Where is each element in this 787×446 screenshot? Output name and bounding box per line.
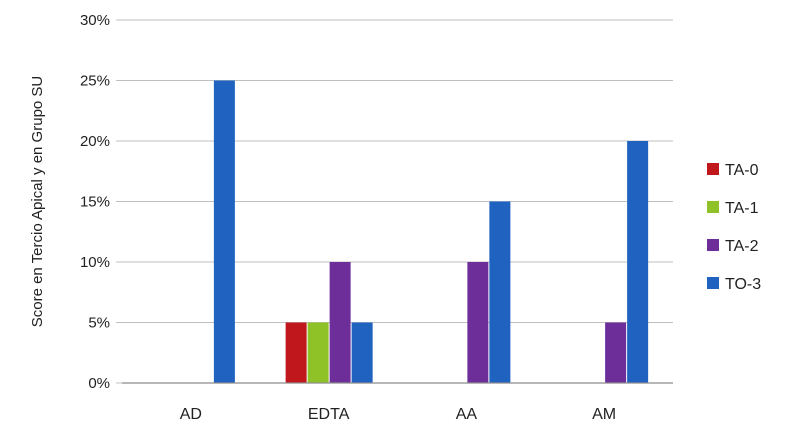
bar-to-3-am [627, 141, 649, 383]
bar-ta-0-edta [285, 322, 307, 383]
legend: TA-0 TA-1 TA-2 TO-3 [707, 162, 761, 293]
y-tick-label: 10% [80, 254, 110, 271]
y-tick-label: 30% [80, 12, 110, 29]
x-tick-label: AD [180, 406, 202, 423]
bar-ta-2-aa [467, 262, 489, 383]
legend-swatch [707, 239, 719, 251]
legend-label: TO-3 [725, 276, 761, 293]
bar-ta-2-edta [329, 262, 351, 383]
y-axis-ticks: 0% 5% 10% 15% 20% 25% 30% [80, 12, 110, 392]
legend-label: TA-0 [725, 162, 759, 179]
legend-swatch [707, 277, 719, 289]
legend-swatch [707, 201, 719, 213]
bar-to-3-aa [489, 201, 511, 383]
bar-ta-2-am [605, 322, 627, 383]
bar-to-3-edta [351, 322, 373, 383]
legend-label: TA-1 [725, 200, 759, 217]
gridlines [116, 19, 673, 384]
x-tick-label: AA [456, 406, 478, 423]
x-tick-label: EDTA [308, 406, 350, 423]
y-tick-label: 15% [80, 194, 110, 211]
legend-label: TA-2 [725, 238, 759, 255]
y-axis-label: Score en Tercio Apical y en Grupo SU [29, 76, 46, 328]
y-tick-label: 20% [80, 133, 110, 150]
y-tick-label: 0% [88, 375, 110, 392]
bars [213, 80, 649, 383]
x-axis-ticks: AD EDTA AA AM [180, 406, 616, 423]
y-tick-label: 5% [88, 315, 110, 332]
x-tick-label: AM [592, 406, 616, 423]
y-tick-label: 25% [80, 73, 110, 90]
bar-to-3-ad [213, 80, 235, 383]
legend-swatch [707, 163, 719, 175]
bar-ta-1-edta [307, 322, 329, 383]
